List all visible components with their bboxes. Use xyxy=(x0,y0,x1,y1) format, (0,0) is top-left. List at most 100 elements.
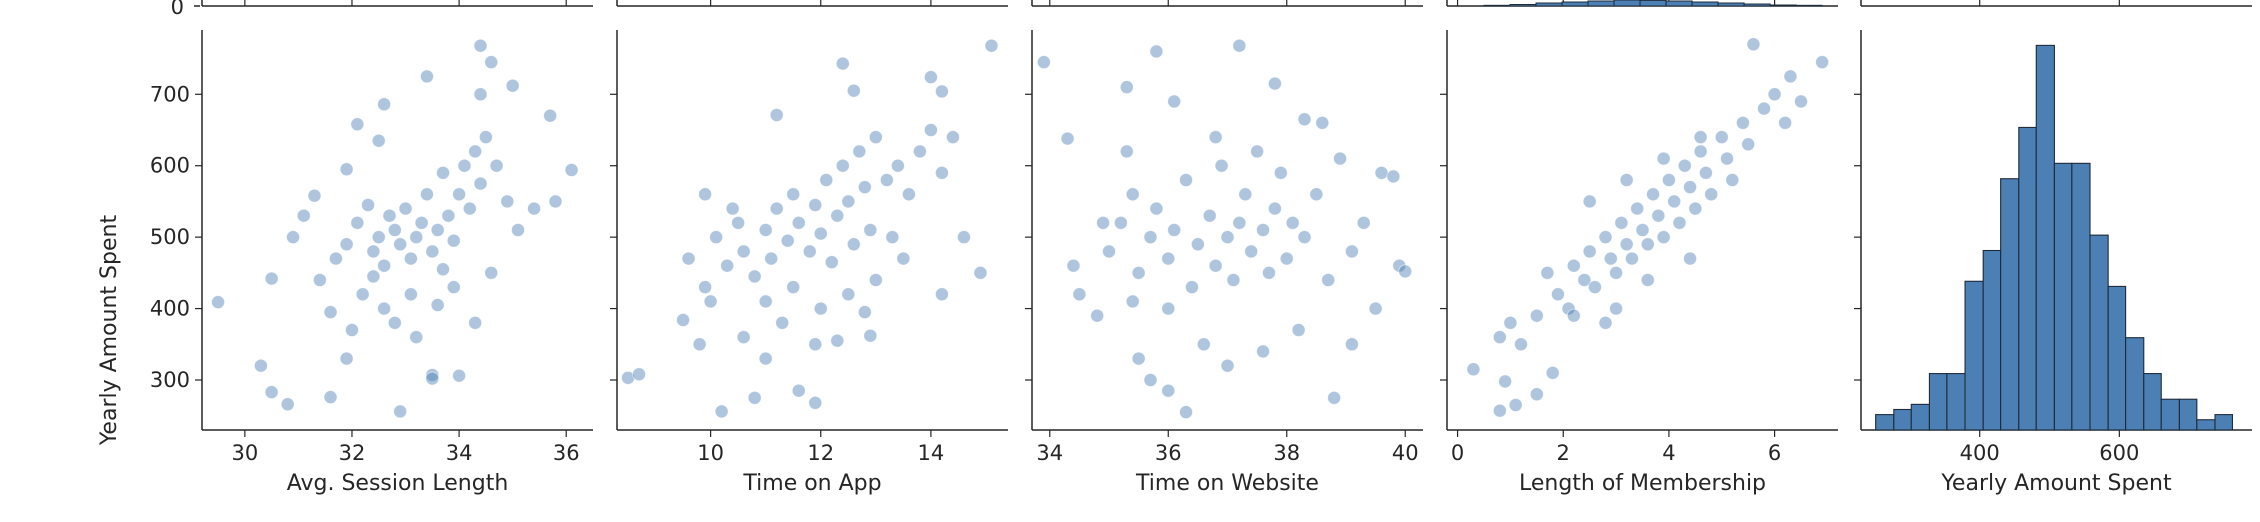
scatter-point xyxy=(1603,251,1618,266)
top-row-histogram-bar xyxy=(1639,0,1667,7)
histogram-bar xyxy=(1910,403,1930,431)
scatter-point xyxy=(935,84,949,99)
scatter-point xyxy=(791,383,806,398)
scatter-point xyxy=(813,226,828,241)
scatter-point xyxy=(1704,187,1719,202)
top-row-histogram-bar xyxy=(1509,4,1537,7)
x-tick-label: 10 xyxy=(697,441,724,465)
scatter-point xyxy=(868,273,883,287)
scatter-point xyxy=(371,230,386,245)
histogram-bar xyxy=(2035,44,2055,431)
scatter-point xyxy=(1267,76,1282,91)
scatter-point xyxy=(1699,165,1713,180)
scatter-point xyxy=(264,271,279,286)
histogram-bar xyxy=(1928,373,1948,431)
x-tick-label: 38 xyxy=(1273,441,1300,465)
scatter-point xyxy=(1161,383,1176,398)
scatter-point xyxy=(1113,215,1128,230)
scatter-point xyxy=(1588,280,1602,295)
scatter-point xyxy=(1256,223,1270,237)
scatter-point xyxy=(681,251,696,266)
scatter-point xyxy=(1656,151,1671,166)
scatter-point xyxy=(857,305,872,320)
histogram-bar xyxy=(1964,280,1984,431)
scatter-point xyxy=(1256,344,1270,359)
scatter-point xyxy=(312,273,327,287)
scatter-point xyxy=(377,97,392,112)
scatter-point xyxy=(769,108,784,122)
scatter-point xyxy=(1297,230,1312,245)
scatter-point xyxy=(527,201,541,216)
scatter-point xyxy=(736,244,751,259)
scatter-point xyxy=(1683,251,1697,266)
scatter-point xyxy=(808,395,823,410)
scatter-point xyxy=(377,258,392,273)
y-axis-label: Yearly Amount Spent xyxy=(97,215,122,447)
scatter-point xyxy=(1291,323,1306,337)
scatter-point xyxy=(1386,169,1401,184)
scatter-point xyxy=(720,258,735,273)
panel-2: 10 12 14 Time on App xyxy=(610,30,1008,496)
histogram-bar xyxy=(1946,373,1966,431)
scatter-point xyxy=(1096,215,1110,230)
scatter-point xyxy=(747,390,762,405)
scatter-point xyxy=(1783,69,1798,84)
scatter-point xyxy=(841,194,856,209)
scatter-point xyxy=(973,265,988,280)
scatter-point xyxy=(1545,365,1560,380)
scatter-point xyxy=(1714,130,1729,145)
scatter-point xyxy=(885,230,900,245)
scatter-point xyxy=(1368,301,1383,316)
scatter-point xyxy=(731,215,746,230)
scatter-point xyxy=(473,38,488,53)
scatter-point xyxy=(414,215,429,230)
scatter-point xyxy=(780,233,795,248)
scatter-point xyxy=(808,198,823,212)
scatter-point xyxy=(747,269,762,284)
scatter-point xyxy=(1662,173,1676,187)
scatter-point xyxy=(436,262,450,277)
scatter-point xyxy=(430,223,445,237)
scatter-point xyxy=(1190,237,1205,252)
y-tick-label: 500 xyxy=(150,225,190,249)
scatter-point xyxy=(935,287,949,302)
scatter-point xyxy=(366,244,381,259)
scatter-point xyxy=(484,55,499,70)
scatter-point xyxy=(725,201,740,216)
scatter-point xyxy=(1392,258,1407,273)
scatter-point xyxy=(1345,337,1359,352)
scatter-point xyxy=(1492,330,1507,345)
histogram-bar xyxy=(1893,408,1912,431)
scatter-point xyxy=(1179,173,1193,187)
scatter-point xyxy=(1066,258,1081,273)
histogram-bar xyxy=(1982,249,2002,431)
scatter-point xyxy=(393,237,408,252)
scatter-point xyxy=(1566,308,1581,323)
scatter-point xyxy=(1220,230,1235,245)
scatter-point xyxy=(1297,112,1312,127)
scatter-point xyxy=(846,237,861,252)
y-tick-label: 700 xyxy=(150,82,190,106)
scatter-point xyxy=(296,208,311,223)
scatter-point xyxy=(1090,308,1105,323)
scatter-point xyxy=(446,233,461,248)
scatter-point xyxy=(1149,44,1164,59)
scatter-point xyxy=(446,280,461,295)
scatter-point xyxy=(1566,258,1581,273)
scatter-point xyxy=(1540,265,1555,280)
scatter-point xyxy=(1619,237,1634,252)
x-tick-label: 6 xyxy=(1768,441,1781,465)
top-row-y-tick-label: 0 xyxy=(171,0,184,19)
scatter-point xyxy=(350,117,365,132)
scatter-point xyxy=(775,315,790,330)
scatter-point xyxy=(1646,187,1660,202)
scatter-point xyxy=(709,230,724,245)
scatter-point xyxy=(835,56,850,71)
top-row-histogram-bar xyxy=(1587,0,1615,7)
top-row-histogram-bar xyxy=(1613,0,1641,7)
scatter-point xyxy=(1220,358,1235,373)
scatter-point xyxy=(307,188,322,203)
scatter-point xyxy=(1072,287,1087,302)
